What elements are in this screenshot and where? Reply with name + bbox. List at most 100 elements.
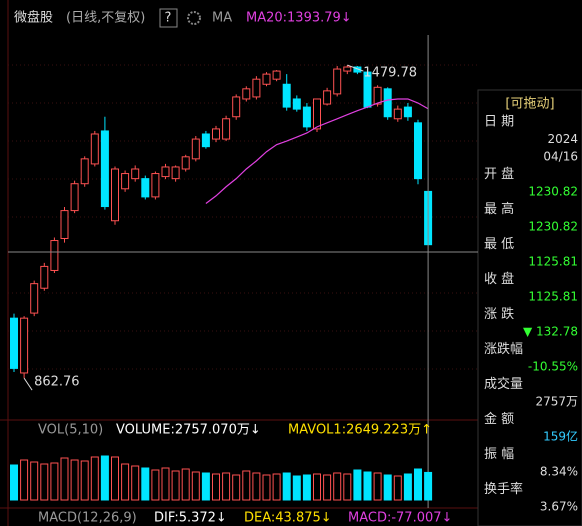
candle-body [201,133,210,148]
panel-value: 1230.82 [528,185,578,199]
volume-bar [121,463,130,501]
volume-bar [383,474,392,501]
volume-bar [373,472,382,501]
title: 微盘股 [14,10,53,26]
candle-body [343,66,352,72]
candle-body [232,96,241,118]
panel-value: 04/16 [543,150,578,164]
help-box[interactable] [159,8,178,28]
volume-bar [111,456,119,501]
annotation: 1479.78 [363,66,417,81]
vol-label: VOLUME:2757.070万↓ [116,423,261,438]
volume-bar [151,469,160,501]
vol-header: VOL(5,10) [38,423,103,438]
candle-body [292,98,301,110]
volume-bar [343,473,352,501]
macd-macd: MACD:-77.007↓ [348,511,452,526]
period: (日线,不复权) [66,10,145,26]
panel-label: 日 期 [484,115,514,130]
ma-label: MA [212,11,232,26]
volume-bar [212,473,220,501]
volume-bar [161,467,170,501]
panel-label: 振 幅 [484,447,514,462]
panel-label: 换手率 [484,481,523,497]
panel-label: 成交量 [484,376,523,392]
candle-body [171,166,180,180]
volume-bar [323,474,332,501]
panel-value: 1125.81 [528,255,578,269]
candle-body [40,265,49,289]
candle-body [10,317,18,369]
candle-body [151,173,160,198]
candle-body [111,168,119,222]
candle-body [50,240,59,271]
panel-label: 最 高 [484,201,514,217]
candle-body [141,178,150,198]
volume-bar [313,473,321,501]
volume-bar [40,463,49,501]
volume-bar [292,475,301,501]
candle-body [262,73,271,85]
panel-value: ▼ 132.78 [523,325,578,339]
candle-body [90,133,99,165]
annotation-arrow [347,64,364,72]
candle-body [282,83,291,108]
panel-label: 金 额 [484,411,514,427]
volume-bar [282,472,291,501]
panel-value: 8.34% [540,465,578,479]
panel-label: 涨 跌 [484,306,514,322]
annotation: 862.76 [34,375,80,390]
volume-bar [100,455,109,501]
settings-icon[interactable] [187,11,201,25]
volume-bar [50,462,59,501]
volume-bar [414,468,422,501]
panel-label: 最 低 [484,237,514,252]
panel-value: 2757万 [535,395,578,409]
annotation-arrow [23,377,33,391]
panel-value: 1125.81 [528,290,578,304]
volume-bar [424,471,433,501]
candle-body [131,168,140,180]
ma20-line [205,98,429,204]
volume-bar [141,467,150,501]
candle-body [30,283,39,314]
volume-bar [171,470,180,501]
info-panel[interactable] [477,89,582,526]
volume-bar [262,474,271,501]
candle-body [313,98,321,130]
candle-body [333,68,342,95]
candle-body [393,108,402,120]
volume-bar [363,471,372,501]
panel-label: 开 盘 [484,166,514,182]
volume-bar [60,457,69,501]
candle-body [414,122,422,180]
volume-bar [201,472,210,501]
volume-bar [242,470,251,501]
volume-bar [353,469,362,501]
candle-body [80,158,89,185]
candle-body [242,88,251,100]
volume-bar [272,473,281,501]
candle-body [353,66,362,73]
volume-bar [10,464,18,501]
candle-body [70,183,79,212]
ma20-label: MA20:1393.79↓ [246,11,352,26]
candle-body [161,166,170,178]
candle-body [323,90,332,105]
panel-value: 2024 [547,132,578,146]
volume-bar [191,471,200,501]
volume-bar [333,472,342,501]
macd-dif: DIF:5.372↓ [154,511,227,526]
panel-value: 3.67% [540,500,578,514]
volume-bar [90,456,99,501]
volume-bar [222,472,231,501]
candle-body [403,106,412,118]
panel-label: 收 盘 [484,271,514,287]
volume-bar [393,475,402,501]
candle-body [100,130,109,208]
volume-bar [403,473,412,501]
candle-body [212,128,220,140]
help[interactable]: ? [165,11,172,26]
candle-body [272,70,281,80]
